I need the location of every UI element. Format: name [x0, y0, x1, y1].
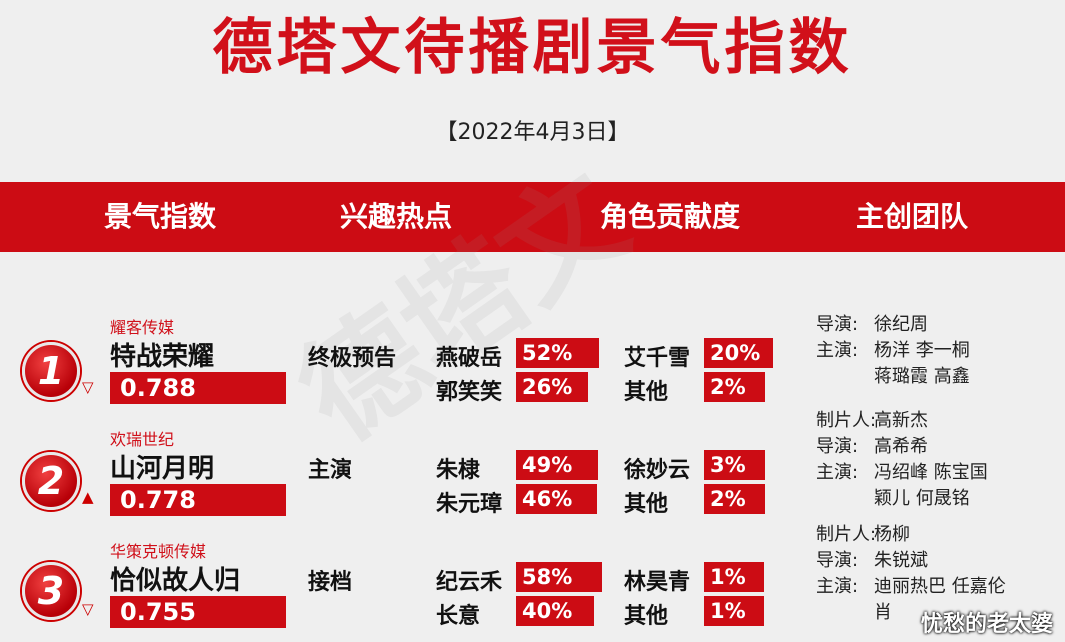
- role-percent-bar: 20%: [704, 338, 773, 368]
- team-people: 朱锐斌: [874, 550, 928, 571]
- team-line: 制片人:高新杰: [816, 408, 928, 434]
- score-value: 0.755: [120, 598, 196, 626]
- role-percent-bar: 58%: [516, 562, 602, 592]
- role-name: 郭笑笑: [436, 380, 503, 405]
- header-team: 主创团队: [855, 200, 968, 233]
- team-line: 导演: 徐纪周: [816, 312, 928, 338]
- score-value: 0.788: [120, 374, 196, 402]
- team-people: 冯绍峰 陈宝国: [874, 462, 988, 483]
- role-name: 朱棣: [436, 458, 481, 483]
- team-line: 主演: 冯绍峰 陈宝国: [816, 460, 988, 486]
- show-name: 山河月明: [110, 454, 215, 484]
- trend-down-icon: ▽: [82, 600, 94, 618]
- team-people: 高新杰: [874, 410, 928, 431]
- team-role: 主演:: [816, 340, 859, 361]
- score-bar: 0.778: [110, 484, 286, 516]
- role-name: 燕破岳: [436, 346, 503, 371]
- role-percent-bar: 3%: [704, 450, 766, 480]
- rank-badge: 3: [22, 562, 80, 620]
- role-name: 艾千雪: [624, 346, 691, 371]
- role-percent-bar: 1%: [704, 596, 765, 626]
- score-value: 0.778: [120, 486, 196, 514]
- role-name: 纪云禾: [436, 570, 503, 595]
- team-line: 主演: 迪丽热巴 任嘉伦: [816, 574, 1006, 600]
- role-name: 其他: [624, 604, 669, 629]
- team-line: 肖: [816, 600, 892, 626]
- team-role: 制片人:: [816, 524, 877, 545]
- role-percent-bar: 49%: [516, 450, 599, 480]
- role-percent-bar: 46%: [516, 484, 597, 514]
- company-name: 耀客传媒: [110, 318, 175, 337]
- header-index: 景气指数: [103, 200, 216, 233]
- header-bar: 景气指数 兴趣热点 角色贡献度 主创团队: [0, 182, 1065, 252]
- team-people: 肖: [874, 602, 892, 623]
- trend-down-icon: ▽: [82, 378, 94, 396]
- hotspot-label: 终极预告: [308, 346, 397, 371]
- hotspot-label: 主演: [308, 458, 353, 483]
- show-name: 特战荣耀: [110, 342, 215, 372]
- header-role-contribution: 角色贡献度: [599, 200, 740, 233]
- team-role: 导演:: [816, 550, 859, 571]
- rank-badge: 2: [22, 452, 80, 510]
- team-line: 主演: 杨洋 李一桐: [816, 338, 970, 364]
- team-role: 导演:: [816, 314, 859, 335]
- ranking-entry-1: 1 ▽ 耀客传媒 特战荣耀 0.788 终极预告 燕破岳 52% 艾千雪 20%…: [0, 312, 1065, 422]
- role-name: 长意: [436, 604, 481, 629]
- score-bar: 0.755: [110, 596, 286, 628]
- team-people: 迪丽热巴 任嘉伦: [874, 576, 1006, 597]
- team-line: 制片人:杨柳: [816, 522, 910, 548]
- role-name: 朱元璋: [436, 492, 503, 517]
- trend-up-icon: ▲: [82, 488, 94, 506]
- ranking-entry-3: 3 ▽ 华策克顿传媒 恰似故人归 0.755 接档 纪云禾 58% 林昊青 1%…: [0, 524, 1065, 642]
- role-name: 林昊青: [624, 570, 691, 595]
- team-role: 主演:: [816, 462, 859, 483]
- role-name: 其他: [624, 492, 669, 517]
- rank-badge: 1: [22, 342, 80, 400]
- role-percent-bar: 52%: [516, 338, 600, 368]
- show-name: 恰似故人归: [110, 566, 241, 596]
- team-people: 高希希: [874, 436, 928, 457]
- role-name: 其他: [624, 380, 669, 405]
- team-people: 颖儿 何晟铭: [874, 488, 970, 509]
- role-percent-bar: 26%: [516, 372, 588, 402]
- team-role: 主演:: [816, 576, 859, 597]
- header-hotspot: 兴趣热点: [339, 200, 452, 233]
- role-percent-bar: 1%: [704, 562, 765, 592]
- role-name: 徐妙云: [624, 458, 691, 483]
- team-line: 导演: 高希希: [816, 434, 928, 460]
- team-people: 徐纪周: [874, 314, 928, 335]
- team-role: 制片人:: [816, 410, 877, 431]
- team-people: 杨洋 李一桐: [874, 340, 970, 361]
- team-line: 导演: 朱锐斌: [816, 548, 928, 574]
- score-bar: 0.788: [110, 372, 286, 404]
- team-line: 颖儿 何晟铭: [816, 486, 970, 512]
- role-percent-bar: 2%: [704, 484, 765, 514]
- team-people: 杨柳: [874, 524, 910, 545]
- role-percent-bar: 2%: [704, 372, 765, 402]
- role-percent-bar: 40%: [516, 596, 594, 626]
- company-name: 华策克顿传媒: [110, 542, 207, 561]
- team-people: 蒋璐霞 高鑫: [874, 366, 970, 387]
- ranking-entry-2: 2 ▲ 欢瑞世纪 山河月明 0.778 主演 朱棣 49% 徐妙云 3% 朱元璋…: [0, 410, 1065, 534]
- company-name: 欢瑞世纪: [110, 430, 175, 449]
- team-role: 导演:: [816, 436, 859, 457]
- page-title: 德塔文待播剧景气指数: [212, 13, 853, 83]
- date-label: 【2022年4月3日】: [435, 120, 630, 145]
- author-signature: 忧愁的老太婆: [920, 612, 1053, 637]
- team-line: 蒋璐霞 高鑫: [816, 364, 970, 390]
- hotspot-label: 接档: [308, 570, 353, 595]
